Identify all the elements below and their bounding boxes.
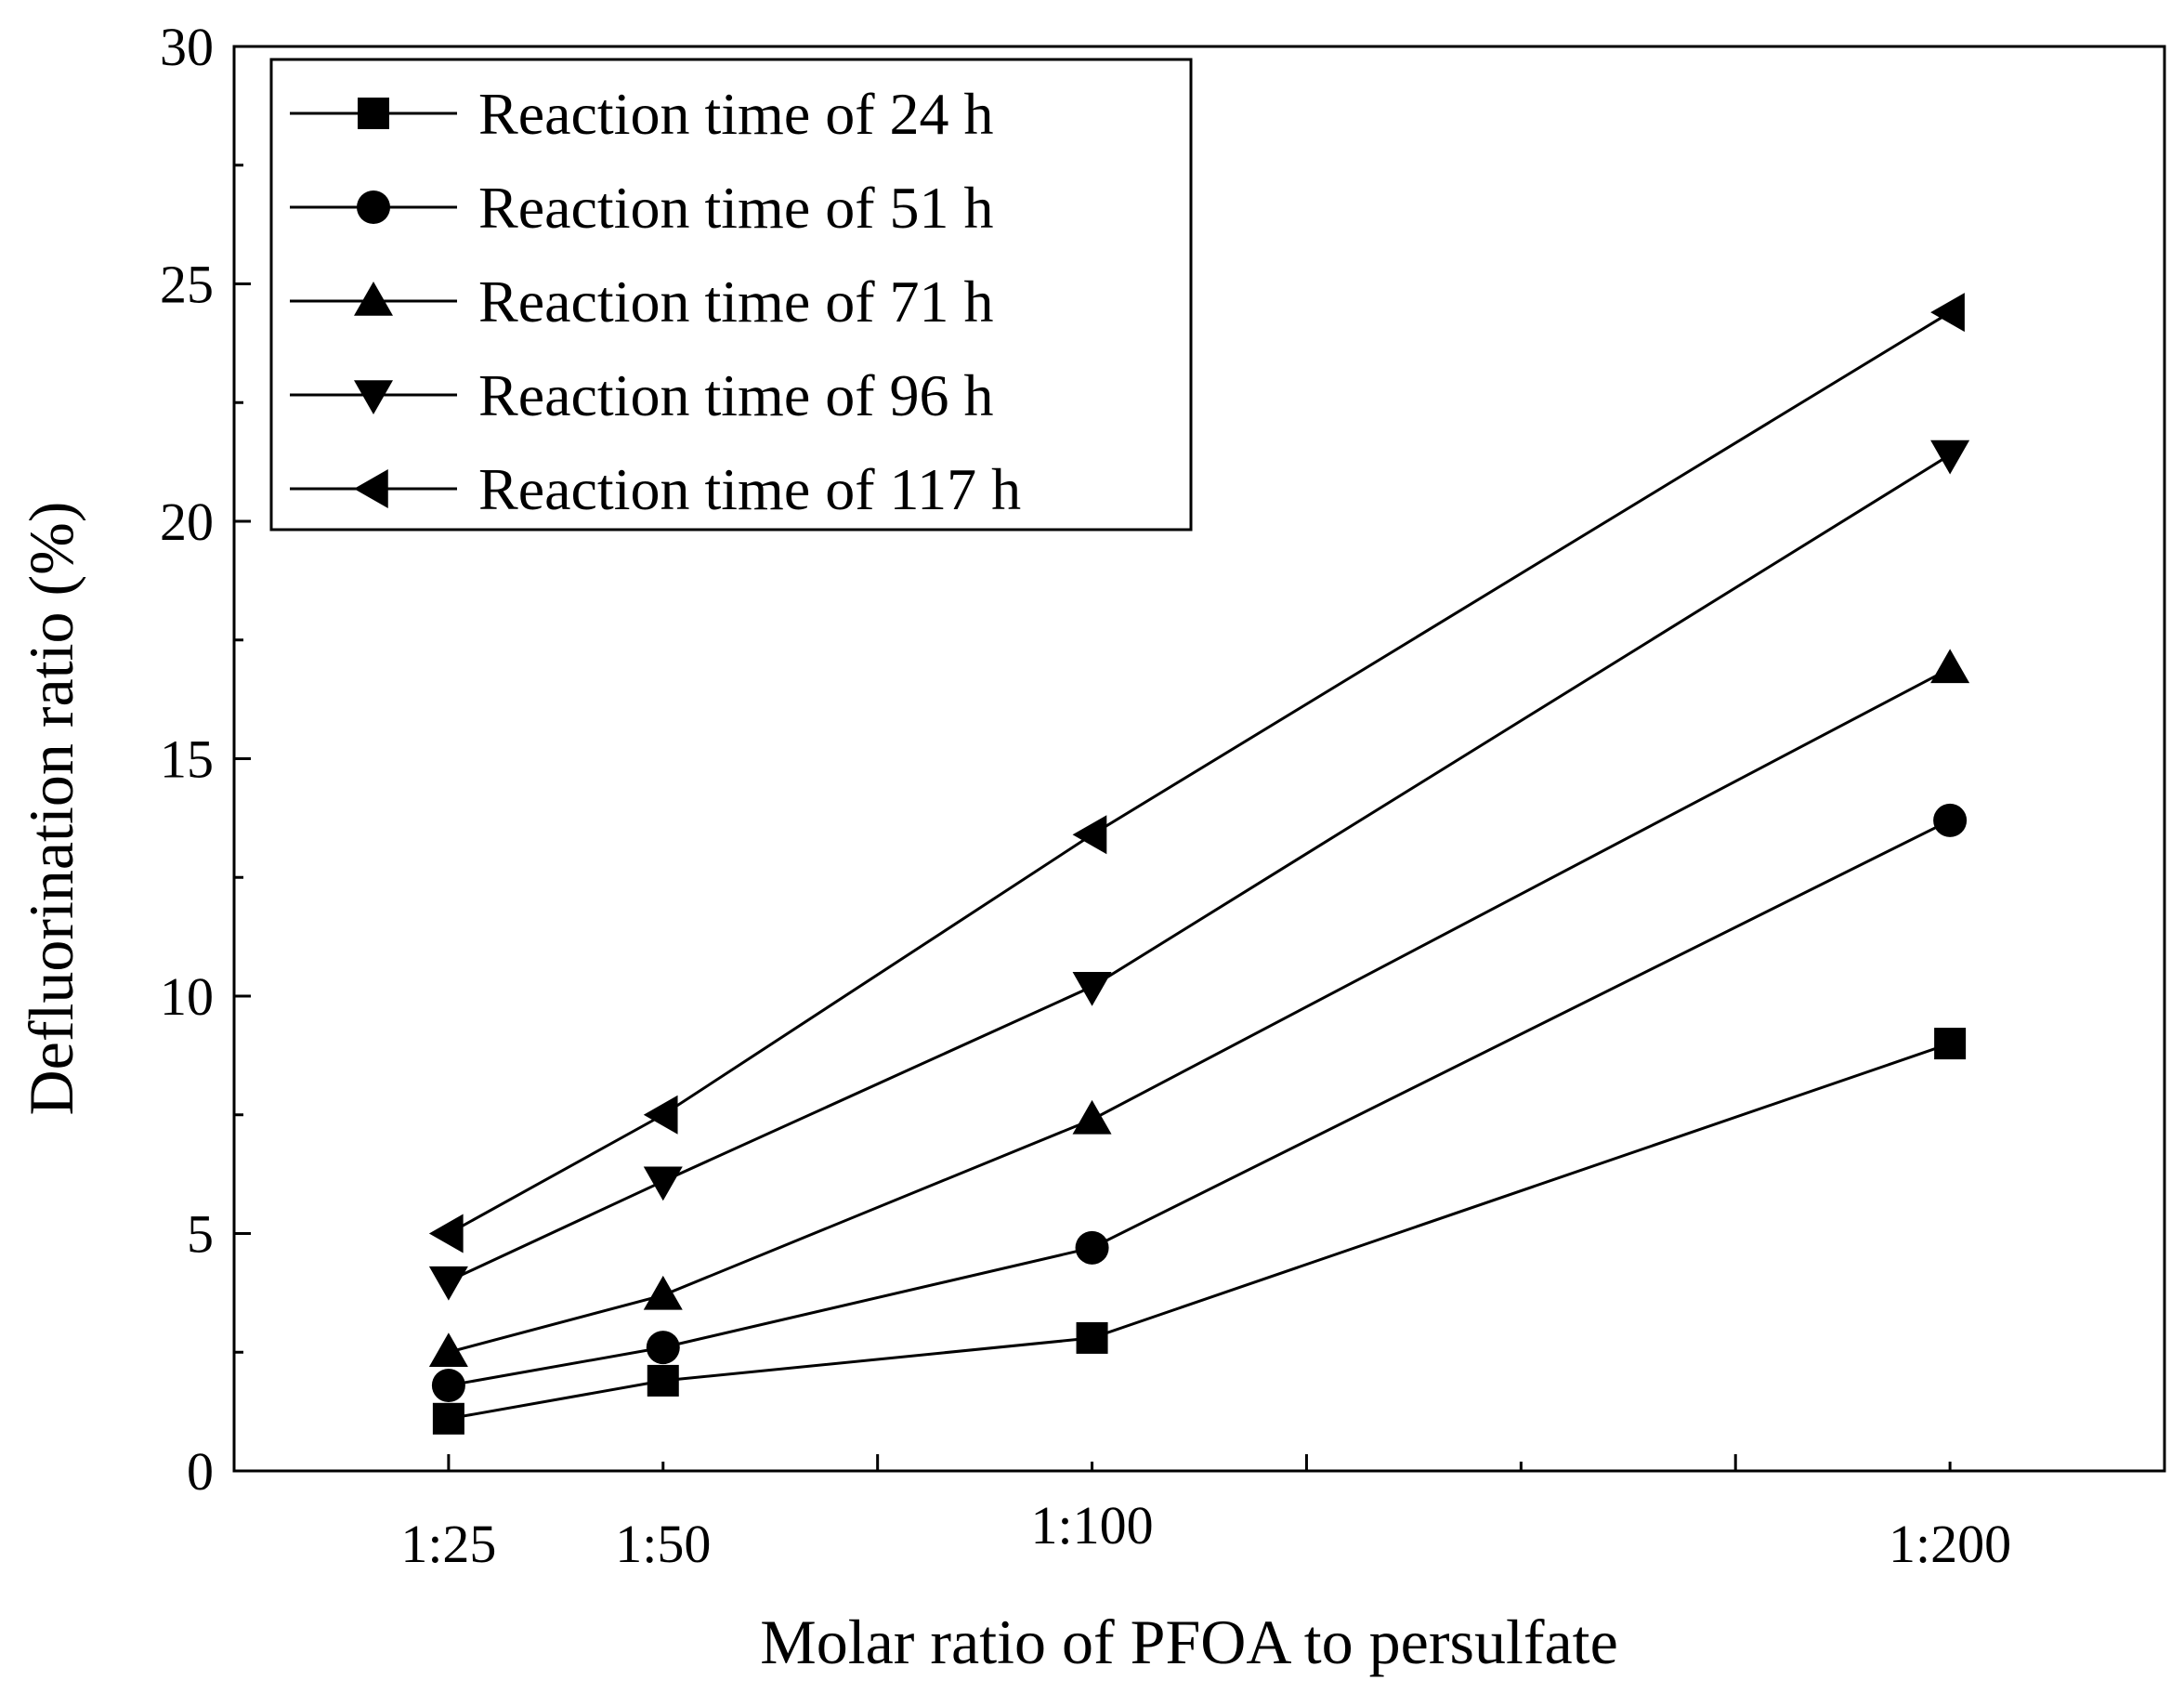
data-point-triangle-up	[643, 1275, 683, 1310]
data-point-circle	[646, 1331, 680, 1365]
legend-label: Reaction time of 71 h	[478, 269, 994, 335]
x-tick-label: 1:100	[1030, 1495, 1153, 1555]
legend-item: Reaction time of 51 h	[290, 175, 994, 241]
y-tick-label: 15	[160, 729, 214, 790]
series-line	[448, 819, 1951, 1387]
data-point-triangle-up	[428, 1332, 468, 1367]
series-5	[428, 293, 1965, 1253]
series-2	[431, 803, 1968, 1403]
data-point-triangle-left	[643, 1095, 678, 1135]
data-point-triangle-down	[1072, 972, 1112, 1006]
data-point-triangle-down	[1930, 440, 1970, 475]
data-point-triangle-left	[1930, 293, 1965, 333]
data-point-triangle-left	[1072, 815, 1107, 855]
series-line	[448, 667, 1951, 1354]
y-tick-label: 20	[160, 492, 214, 552]
axes: 0 5 10 15 20 25 30 1:25 1:50 1:100 1:200	[160, 17, 2166, 1574]
data-point-circle	[1075, 1230, 1109, 1265]
y-axis-title: Defluorination ratio (%)	[16, 502, 86, 1116]
series-line	[448, 310, 1951, 1235]
data-point-triangle-down	[428, 1266, 468, 1301]
data-point-square	[432, 1402, 464, 1435]
legend-marker-triangle-down	[354, 380, 393, 414]
legend-item: Reaction time of 71 h	[290, 269, 994, 335]
y-tick-label: 5	[187, 1204, 214, 1265]
data-point-triangle-down	[643, 1166, 683, 1201]
legend-item: Reaction time of 96 h	[290, 362, 994, 428]
legend-label: Reaction time of 117 h	[478, 456, 1021, 522]
series-line	[448, 453, 1951, 1282]
y-tick-label: 25	[160, 255, 214, 315]
data-point-triangle-left	[428, 1214, 464, 1253]
data-point-triangle-up	[1072, 1099, 1112, 1135]
series-layer	[428, 293, 1970, 1435]
legend-item: Reaction time of 117 h	[290, 456, 1021, 522]
x-tick-label: 1:25	[400, 1514, 496, 1574]
legend-box	[269, 58, 1193, 532]
data-point-triangle-up	[1930, 649, 1970, 684]
series-line	[448, 1042, 1951, 1421]
legend-marker-triangle-up	[354, 282, 393, 316]
legend-marker-circle	[357, 190, 390, 224]
legend-marker-square	[358, 98, 389, 129]
x-tick-label: 1:50	[615, 1514, 711, 1574]
series-1	[432, 1028, 1967, 1435]
x-tick-label: 1:200	[1889, 1514, 2011, 1574]
legend-label: Reaction time of 96 h	[478, 362, 994, 428]
y-tick-label: 10	[160, 966, 214, 1027]
data-point-circle	[1933, 803, 1968, 837]
data-point-square	[1076, 1321, 1108, 1354]
data-point-square	[647, 1364, 679, 1397]
series-3	[428, 649, 1970, 1367]
legend-item: Reaction time of 24 h	[290, 81, 994, 147]
legend: Reaction time of 24 h Reaction time of 51…	[269, 58, 1193, 532]
legend-marker-triangle-left	[354, 469, 388, 508]
y-tick-label: 0	[187, 1441, 214, 1502]
data-point-circle	[431, 1369, 465, 1403]
series-4	[428, 440, 1970, 1301]
x-axis-title: Molar ratio of PFOA to persulfate	[760, 1607, 1618, 1677]
legend-label: Reaction time of 51 h	[478, 175, 994, 241]
legend-label: Reaction time of 24 h	[478, 81, 994, 147]
y-tick-label: 30	[160, 17, 214, 77]
data-point-square	[1934, 1028, 1967, 1060]
